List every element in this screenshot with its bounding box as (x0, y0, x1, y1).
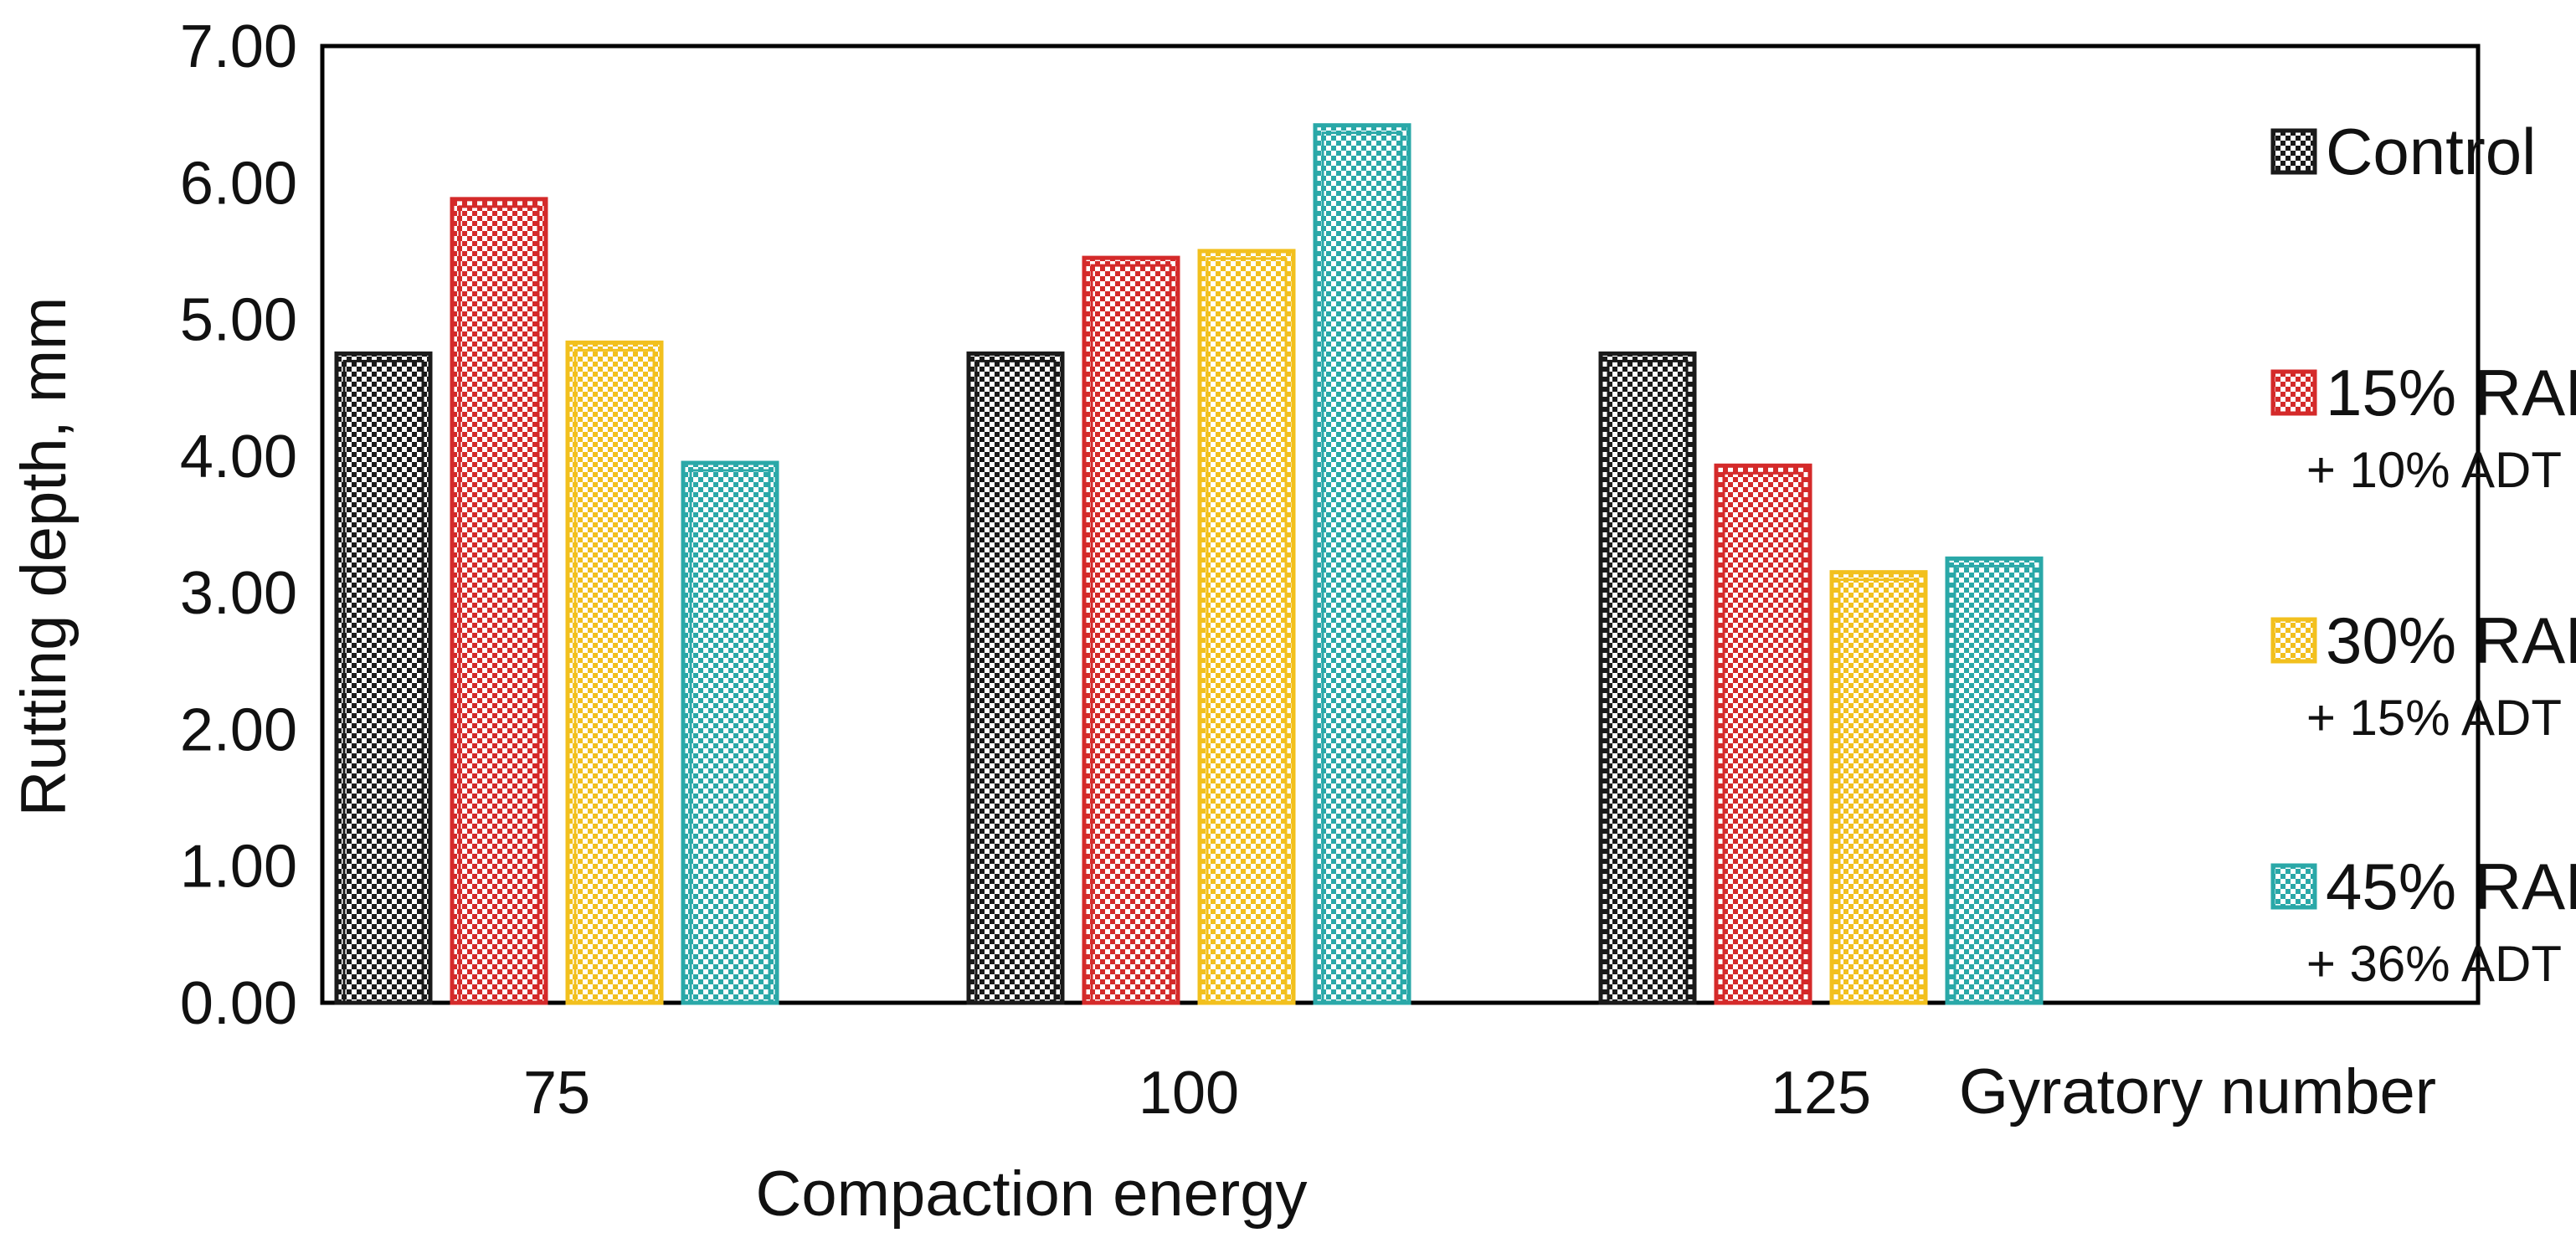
gyratory-number-label: Gyratory number (1959, 1056, 2436, 1127)
legend-label: 15% RAP (2326, 356, 2576, 429)
y-tick-label: 0.00 (180, 970, 297, 1037)
x-tick-label: 100 (1139, 1060, 1239, 1127)
x-axis-title: Compaction energy (755, 1158, 1307, 1230)
y-axis-title: Rutting depth, mm (8, 297, 80, 817)
bar-75-30-rap (565, 340, 664, 1005)
y-tick-label: 1.00 (180, 834, 297, 901)
legend-label: 45% RAP (2326, 850, 2576, 923)
bar-75-45-rap (681, 460, 779, 1005)
bar-125-30-rap (1829, 570, 1928, 1005)
legend-swatch (2270, 369, 2317, 416)
y-tick-label: 6.00 (180, 150, 297, 217)
bar-75-15-rap (450, 197, 548, 1005)
legend-sublabel: + 10% ADT (2306, 442, 2562, 498)
y-axis-ticks: 0.00 1.00 2.00 3.00 4.00 5.00 6.00 7.00 (180, 13, 297, 1037)
y-tick-label: 2.00 (180, 696, 297, 763)
bar-100-control (966, 351, 1065, 1005)
bar-75-control (334, 351, 433, 1005)
legend-item: Control (2270, 115, 2536, 188)
bar-125-45-rap (1945, 556, 2044, 1005)
y-tick-label: 5.00 (180, 287, 297, 354)
bar-100-30-rap (1197, 249, 1296, 1005)
legend-sublabel: + 15% ADT (2306, 690, 2562, 746)
y-tick-label: 3.00 (180, 560, 297, 627)
x-tick-label: 125 (1771, 1060, 1871, 1127)
legend: Control 15% RAP + 10% ADT 30% RAP + 15% ADT 4… (2270, 115, 2576, 992)
bar-125-15-rap (1714, 463, 1812, 1005)
x-tick-label: 75 (523, 1060, 590, 1127)
legend-item: 15% RAP + 10% ADT (2270, 356, 2576, 498)
legend-swatch (2270, 128, 2317, 175)
legend-label: 30% RAP (2326, 604, 2576, 677)
legend-item: 45% RAP + 36% ADT (2270, 850, 2576, 992)
bar-100-15-rap (1082, 255, 1180, 1005)
legend-sublabel: + 36% ADT (2306, 936, 2562, 992)
legend-swatch (2270, 617, 2317, 664)
bars (334, 123, 2044, 1005)
bar-125-control (1598, 351, 1697, 1005)
bar-100-45-rap (1313, 123, 1411, 1005)
legend-swatch (2270, 863, 2317, 910)
legend-label: Control (2326, 115, 2536, 188)
legend-item: 30% RAP + 15% ADT (2270, 604, 2576, 746)
y-tick-label: 4.00 (180, 424, 297, 491)
y-tick-label: 7.00 (180, 13, 297, 80)
x-axis-ticks: 75 100 125 (523, 1060, 1871, 1127)
